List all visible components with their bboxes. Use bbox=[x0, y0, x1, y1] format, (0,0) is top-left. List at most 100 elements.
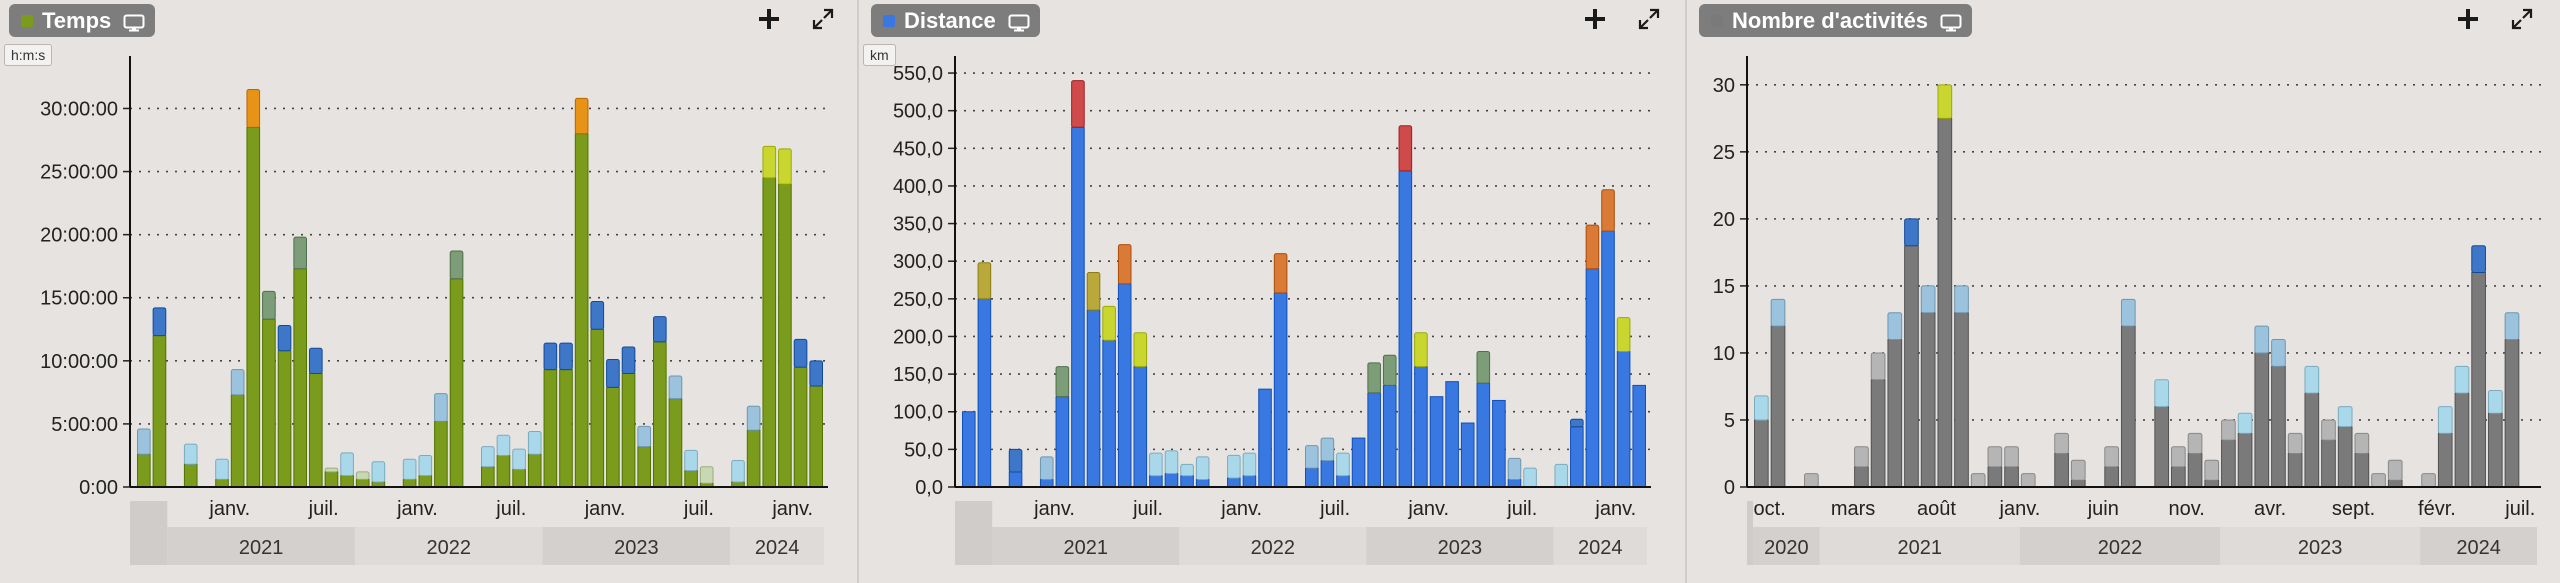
bar[interactable] bbox=[246, 89, 261, 488]
bar[interactable] bbox=[2454, 365, 2470, 488]
bar[interactable] bbox=[1904, 218, 1919, 488]
bar[interactable] bbox=[2104, 446, 2119, 488]
bar[interactable] bbox=[1008, 448, 1023, 488]
bar[interactable] bbox=[1445, 381, 1459, 488]
bar[interactable] bbox=[1336, 452, 1350, 488]
bar[interactable] bbox=[183, 443, 198, 488]
metric-title-pill[interactable]: Distance bbox=[871, 4, 1040, 37]
bar[interactable] bbox=[1770, 298, 1786, 488]
bar[interactable] bbox=[1854, 446, 1869, 488]
bar[interactable] bbox=[1937, 84, 1953, 488]
bar[interactable] bbox=[2154, 379, 2170, 488]
bar[interactable] bbox=[1987, 446, 2003, 488]
bar[interactable] bbox=[1227, 454, 1241, 488]
bar[interactable] bbox=[512, 448, 526, 488]
bar[interactable] bbox=[418, 454, 433, 488]
bar[interactable] bbox=[1523, 467, 1537, 488]
bar[interactable] bbox=[2387, 459, 2403, 488]
bar[interactable] bbox=[1258, 388, 1272, 488]
bar[interactable] bbox=[496, 434, 511, 488]
bar[interactable] bbox=[2221, 419, 2236, 488]
add-button[interactable] bbox=[752, 4, 786, 38]
bar[interactable] bbox=[762, 145, 777, 488]
bar[interactable] bbox=[2204, 459, 2220, 488]
bar[interactable] bbox=[2054, 432, 2069, 488]
bar[interactable] bbox=[230, 369, 245, 488]
bar[interactable] bbox=[2321, 419, 2336, 488]
bar[interactable] bbox=[1055, 366, 1070, 488]
bar[interactable] bbox=[1195, 456, 1210, 488]
bar[interactable] bbox=[1117, 244, 1132, 488]
bar[interactable] bbox=[324, 467, 339, 488]
bar[interactable] bbox=[1632, 384, 1647, 488]
bar[interactable] bbox=[621, 346, 636, 488]
bar[interactable] bbox=[137, 428, 151, 488]
bar[interactable] bbox=[2304, 365, 2320, 488]
bar[interactable] bbox=[1102, 305, 1116, 488]
bar[interactable] bbox=[2004, 446, 2019, 488]
bar[interactable] bbox=[402, 458, 417, 488]
bar[interactable] bbox=[152, 307, 167, 488]
bar[interactable] bbox=[527, 430, 542, 488]
bar[interactable] bbox=[1351, 437, 1366, 488]
bar[interactable] bbox=[215, 458, 229, 488]
bar[interactable] bbox=[1476, 351, 1491, 488]
bar[interactable] bbox=[449, 250, 464, 488]
bar[interactable] bbox=[2487, 389, 2503, 488]
bar[interactable] bbox=[1039, 456, 1054, 488]
bar[interactable] bbox=[574, 97, 589, 488]
bar[interactable] bbox=[2471, 245, 2486, 488]
bar[interactable] bbox=[1273, 253, 1288, 488]
expand-button[interactable] bbox=[2505, 4, 2539, 38]
bar[interactable] bbox=[778, 148, 792, 488]
bar[interactable] bbox=[606, 359, 620, 488]
bar[interactable] bbox=[2421, 473, 2436, 488]
add-button[interactable] bbox=[2451, 4, 2485, 38]
bar[interactable] bbox=[1887, 312, 1903, 488]
bar[interactable] bbox=[481, 446, 495, 488]
bar[interactable] bbox=[699, 466, 714, 488]
bar[interactable] bbox=[684, 449, 698, 488]
bar[interactable] bbox=[962, 411, 976, 488]
bar[interactable] bbox=[1086, 272, 1101, 488]
bar[interactable] bbox=[1305, 445, 1319, 488]
bar[interactable] bbox=[277, 324, 292, 488]
bar[interactable] bbox=[1954, 285, 1969, 488]
metric-title-pill[interactable]: Temps bbox=[9, 4, 156, 37]
bar[interactable] bbox=[1398, 125, 1413, 488]
bar[interactable] bbox=[2020, 473, 2036, 488]
expand-button[interactable] bbox=[1632, 4, 1666, 38]
bar[interactable] bbox=[793, 338, 808, 488]
bar[interactable] bbox=[809, 360, 824, 488]
bar[interactable] bbox=[1754, 395, 1769, 488]
bar[interactable] bbox=[371, 461, 386, 488]
bar[interactable] bbox=[2371, 473, 2386, 488]
bar[interactable] bbox=[1180, 463, 1194, 488]
bar[interactable] bbox=[434, 393, 448, 488]
bar[interactable] bbox=[731, 460, 745, 488]
bar[interactable] bbox=[559, 342, 573, 488]
bar[interactable] bbox=[309, 347, 323, 488]
bar[interactable] bbox=[1870, 352, 1886, 488]
bar[interactable] bbox=[1585, 224, 1600, 488]
bar[interactable] bbox=[1382, 354, 1397, 488]
bar[interactable] bbox=[2287, 432, 2303, 488]
bar[interactable] bbox=[1367, 362, 1381, 488]
bar[interactable] bbox=[543, 342, 558, 488]
bar[interactable] bbox=[1554, 463, 1569, 488]
bar[interactable] bbox=[2271, 339, 2286, 488]
bar[interactable] bbox=[1616, 317, 1631, 488]
bar[interactable] bbox=[1601, 189, 1615, 488]
bar[interactable] bbox=[2120, 298, 2136, 488]
bar[interactable] bbox=[2354, 432, 2370, 488]
bar[interactable] bbox=[1570, 418, 1584, 488]
bar[interactable] bbox=[1492, 399, 1506, 488]
bar[interactable] bbox=[1507, 457, 1522, 488]
bar[interactable] bbox=[2337, 406, 2353, 488]
bar[interactable] bbox=[1133, 332, 1148, 488]
bar[interactable] bbox=[746, 405, 761, 488]
bar[interactable] bbox=[1320, 437, 1335, 488]
add-button[interactable] bbox=[1578, 4, 1612, 38]
bar[interactable] bbox=[1429, 396, 1444, 488]
bar[interactable] bbox=[1460, 422, 1475, 488]
